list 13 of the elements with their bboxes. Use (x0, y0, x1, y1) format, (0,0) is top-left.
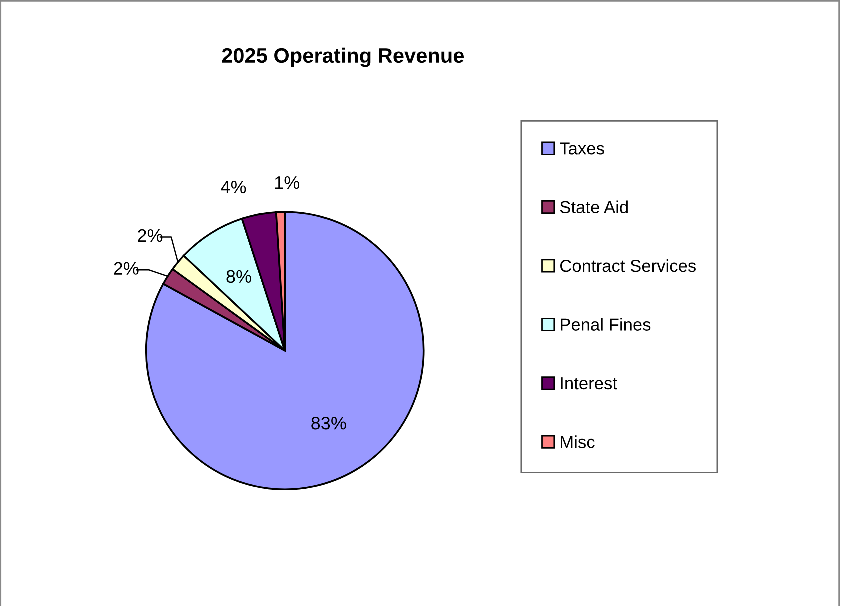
legend-label: State Aid (560, 200, 628, 214)
legend-label: Penal Fines (561, 318, 651, 331)
legend-label: Taxes (560, 142, 604, 155)
legend-label: Misc (561, 436, 595, 448)
data-label: 1% (275, 176, 300, 190)
data-label: 2% (114, 262, 139, 275)
data-label: 8% (226, 270, 252, 284)
legend-label: Contract Services (560, 259, 696, 272)
data-label: 4% (221, 180, 246, 194)
legend-label: Interest (561, 378, 618, 390)
chart-title: 2025 Operating Revenue (222, 48, 464, 68)
data-label: 2% (138, 229, 163, 242)
data-label: 83% (312, 416, 346, 430)
